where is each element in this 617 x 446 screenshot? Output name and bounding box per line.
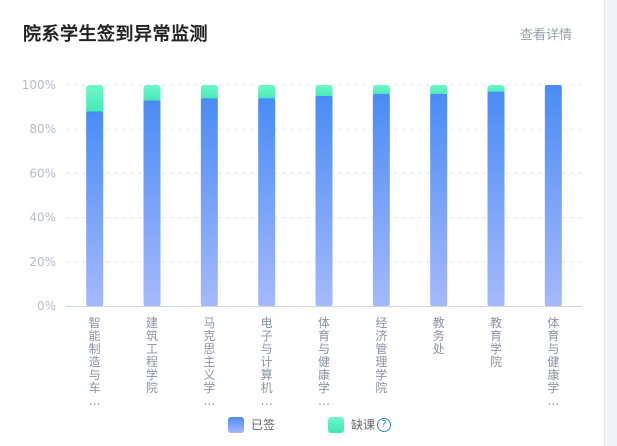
legend-item-absent[interactable]: 缺课 ? bbox=[328, 416, 392, 433]
x-tick-label: 马克思主义学… bbox=[203, 316, 215, 408]
y-tick-label: 40% bbox=[29, 211, 56, 225]
legend-label-signed: 已签 bbox=[251, 418, 276, 432]
legend-item-signed[interactable]: 已签 bbox=[228, 416, 275, 433]
bar-absent bbox=[86, 85, 104, 116]
bar-signed bbox=[430, 93, 448, 306]
x-tick-label: 教育学院 bbox=[490, 315, 502, 369]
bar-signed bbox=[487, 91, 505, 306]
bar-signed bbox=[200, 98, 218, 306]
bar-absent bbox=[200, 85, 218, 103]
y-tick-label: 60% bbox=[29, 166, 56, 180]
x-tick-label: 经济管理学院 bbox=[375, 316, 387, 395]
bar-signed bbox=[372, 93, 390, 306]
stacked-bar-chart: 0% 20% 40% 60% 80% 100% 智能制造与车… 建筑工程学院 马克思主义学… 电… bbox=[22, 78, 582, 408]
bar-signed bbox=[86, 111, 104, 307]
x-tick-label: 体育与健康学… bbox=[318, 316, 330, 408]
bar-signed bbox=[315, 96, 333, 306]
bar-absent bbox=[143, 85, 161, 105]
x-tick-label: 智能制造与车… bbox=[89, 315, 101, 408]
question-circle-icon[interactable]: ? bbox=[377, 417, 392, 432]
bars bbox=[86, 85, 562, 307]
y-tick-label: 20% bbox=[29, 255, 56, 269]
view-details-link[interactable]: 查看详情 bbox=[520, 28, 573, 43]
y-tick-label: 100% bbox=[22, 78, 56, 92]
legend: 已签 缺课 ? bbox=[0, 416, 604, 440]
y-axis-ticks: 0% 20% 40% 60% 80% 100% bbox=[22, 78, 56, 313]
x-tick-label: 电子与计算机… bbox=[261, 316, 273, 408]
bar-absent bbox=[258, 85, 276, 103]
bar-signed bbox=[544, 85, 562, 306]
legend-swatch-absent bbox=[328, 416, 344, 433]
x-axis-labels: 智能制造与车… 建筑工程学院 马克思主义学… 电子与计算机… 体育与健康学… 经济管理学院… bbox=[89, 315, 560, 408]
y-tick-label: 0% bbox=[37, 299, 56, 313]
legend-swatch-signed bbox=[228, 416, 244, 433]
x-tick-label: 体育与健康学… bbox=[547, 316, 559, 408]
bar-signed bbox=[143, 100, 161, 306]
x-tick-label: 建筑工程学院 bbox=[146, 316, 158, 395]
scrollbar-track[interactable] bbox=[604, 0, 617, 446]
y-tick-label: 80% bbox=[29, 122, 56, 136]
bar-signed bbox=[258, 98, 276, 306]
card-title: 院系学生签到异常监测 bbox=[23, 24, 208, 45]
chart-card: 院系学生签到异常监测 查看详情 0% 20% 40% 60% 80% 100% 智能制造与… bbox=[0, 24, 604, 440]
x-tick-label: 教务处 bbox=[433, 315, 445, 356]
legend-label-absent: 缺课 bbox=[351, 418, 376, 432]
